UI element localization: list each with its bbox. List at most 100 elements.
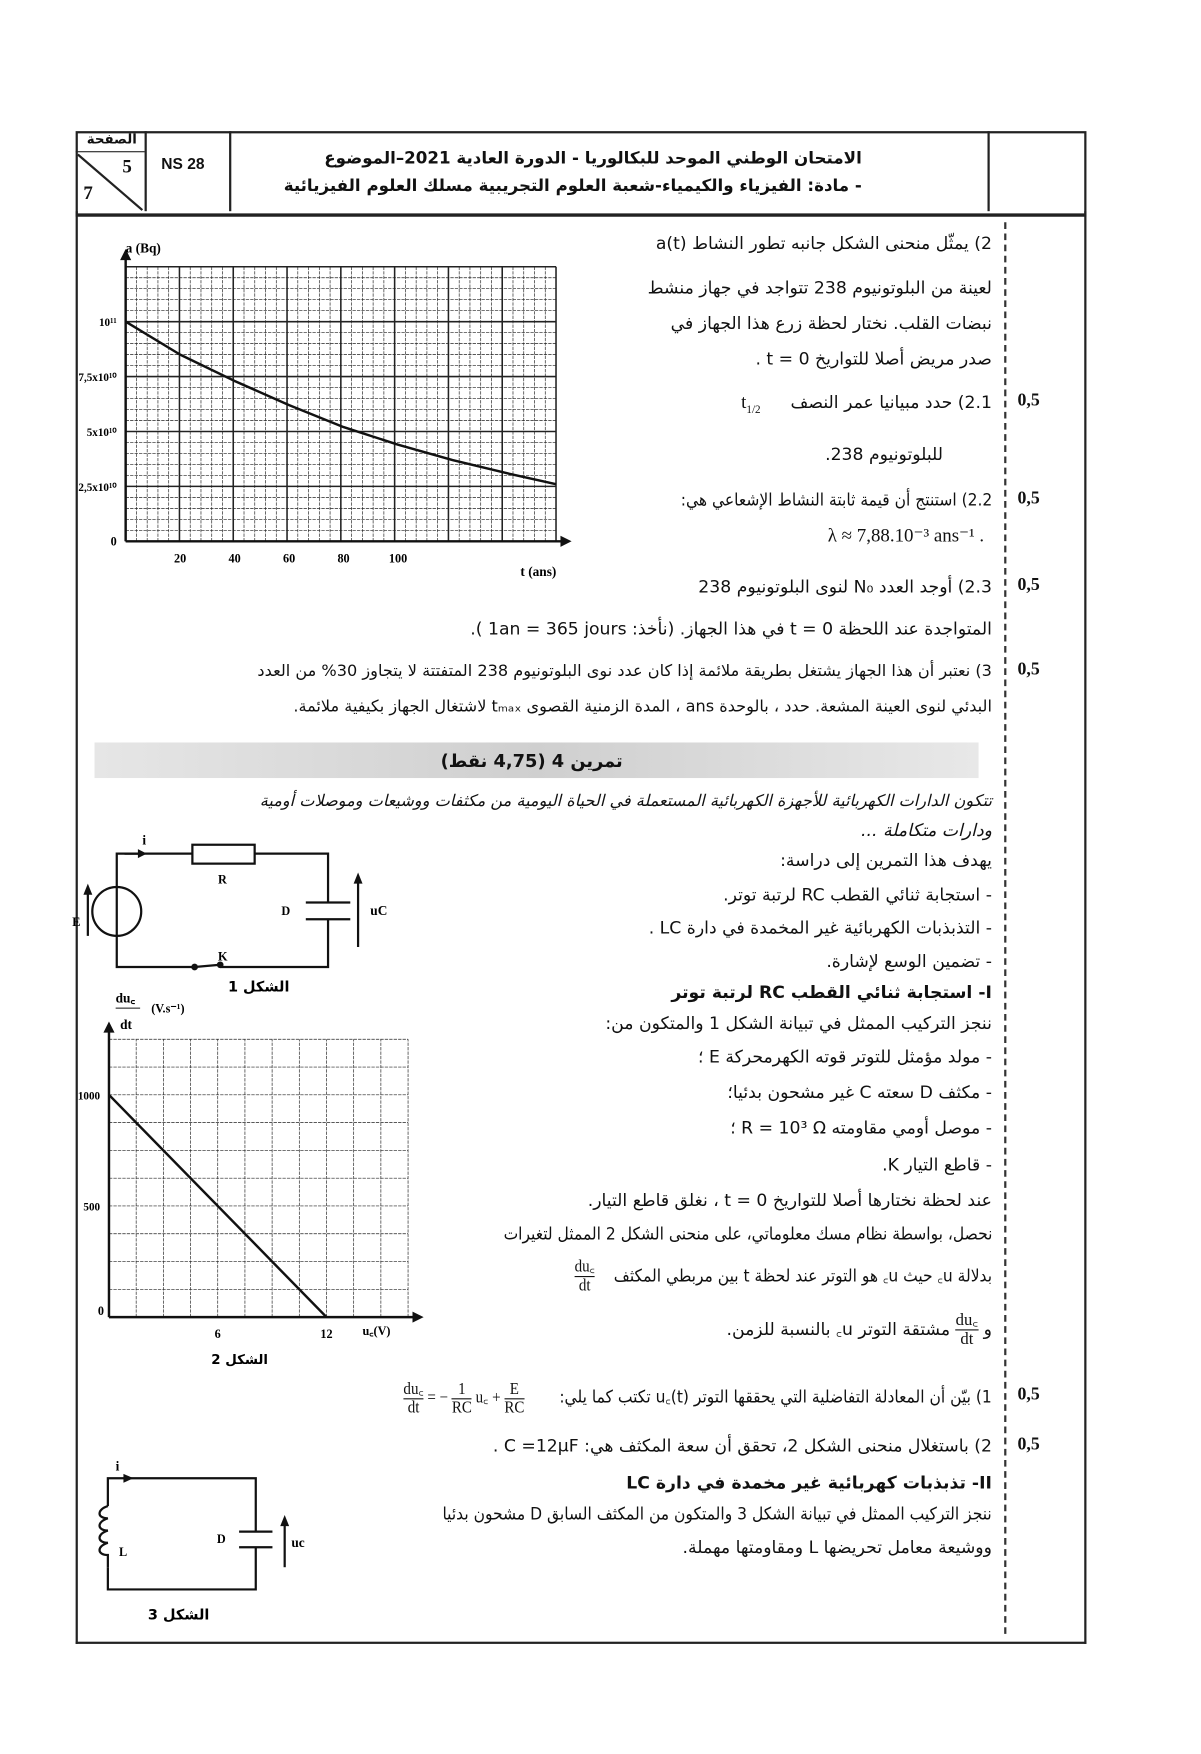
fig1-r-label: R [218, 873, 227, 887]
mark-q2-2: 0,5 [1017, 489, 1040, 508]
mark-q2: 0,5 [1017, 1434, 1040, 1454]
y-tick-label: 1000 [78, 1090, 101, 1102]
eq-lhs-den: dt [403, 1398, 424, 1417]
q2-1-line-2: للبلوتونيوم 238. [825, 444, 944, 465]
q2-1-text: 2.1) حدد مبيانيا عمر النصف [790, 392, 992, 413]
frac-num: du꜀ [955, 1311, 979, 1330]
t-subscript: 1/2 [746, 403, 761, 417]
fig2-caption: الشكل 2 [211, 1353, 268, 1368]
q2-line-4: صدر مريض أصلا للتواريخ t = 0 . [755, 349, 992, 370]
q2-2-line-1: 2.2) استنتج أن قيمة ثابتة النشاط الإشعاع… [680, 490, 992, 511]
title-line-1: الامتحان الوطني الموحد للبكالوريا - الدو… [324, 147, 862, 168]
eq-term2-num: E [509, 1380, 520, 1399]
x-tick-label: 20 [174, 551, 186, 565]
fig3-l-label: L [119, 1545, 127, 1559]
page-label: الصفحة [86, 131, 137, 147]
y-axis-label-den: dt [120, 1017, 132, 1032]
eq-uc: u꜀ + [475, 1389, 501, 1408]
component-item: - مكثف D سعته C غير مشحون بدئيا؛ [727, 1082, 992, 1103]
component-item: - مولد مؤمثل للتوتر قوته الكهرمحركة E ؛ [698, 1047, 992, 1068]
function-of-line: بدلالة u꜀ حيث u꜀ هو التوتر عند لحظة t بي… [574, 1254, 992, 1298]
close-switch-line: عند لحظة نختارها أصلا للتواريخ t = 0 ، ن… [587, 1190, 992, 1211]
activity-chart: 20 40 60 80 100 2,5x10¹⁰ 5x10¹⁰ 7,5x10¹⁰ 10¹¹ a (… [78, 240, 572, 579]
eq-term1: 1 RC [451, 1380, 473, 1418]
title-line-2: - مادة: الفيزياء والكيمياء-شعبة العلوم ا… [283, 175, 862, 196]
q2-1-line-1: 2.1) حدد مبيانيا عمر النصف t1/2 [741, 390, 992, 423]
function-of-text: بدلالة u꜀ حيث u꜀ هو التوتر عند لحظة t بي… [613, 1265, 992, 1287]
fig3-caption: الشكل 3 [148, 1607, 209, 1623]
component-item: - موصل أومي مقاومته R = 10³ Ω ؛ [730, 1118, 992, 1139]
aim-item: - التذبذبات الكهربائية غير المخمدة في دا… [648, 918, 992, 939]
figure-3-markers [123, 1473, 290, 1527]
part-1-setup: ننجز التركيب الممثل في تبيانة الشكل 1 وا… [605, 1013, 992, 1034]
circuit-wire [115, 852, 193, 887]
x-axis-label: t (ans) [520, 564, 556, 579]
page-diagonal [77, 153, 144, 211]
x-tick-label: 6 [215, 1327, 221, 1341]
and-text: و [983, 1319, 992, 1340]
x-tick-label: 60 [283, 551, 295, 565]
y-tick-label: 10¹¹ [99, 317, 117, 329]
circuit-wire [115, 935, 195, 969]
differential-equation: du꜀ dt = − 1 RC u꜀ + E RC [403, 1375, 525, 1422]
q3-line-2: البدئي لنوى العينة المشعة. حدد ، بالوحدة… [293, 698, 992, 716]
t-symbol: t [741, 391, 747, 413]
x-axis-arrow [412, 1311, 424, 1323]
page-total: 7 [83, 182, 93, 204]
eq-lhs: du꜀ dt [403, 1381, 424, 1418]
switch-k [194, 963, 221, 969]
frac-den: dt [955, 1329, 979, 1348]
y-tick-label: 5x10¹⁰ [87, 427, 118, 439]
q2-3-line-2: المتواجدة عند اللحظة t = 0 في هذا الجهاز… [470, 619, 992, 640]
fig1-i-label: i [142, 833, 146, 848]
exercise-banner [94, 742, 979, 779]
y-axis-label-unit: (V.s⁻¹) [151, 1002, 184, 1016]
fig3-i-label: i [116, 1459, 120, 1474]
derivative-fraction: du꜀ dt [955, 1311, 979, 1348]
component-item: - قاطع التيار K. [882, 1154, 992, 1175]
aim-item: - تضمين الوسع لإشارة. [826, 951, 992, 972]
y-tick-label: 500 [83, 1201, 100, 1213]
y-axis-arrow [120, 248, 132, 261]
derivative-fraction: du꜀ dt [574, 1258, 595, 1295]
q1-line: 1) بيّن أن المعادلة التفاضلية التي يحققه… [403, 1374, 992, 1422]
eq-term2-den: RC [504, 1398, 525, 1418]
blank-cell [987, 131, 990, 212]
mark-q1: 0,5 [1017, 1384, 1040, 1404]
q3-line-1: 3) نعتبر أن هذا الجهاز يشتغل بطريقة ملائ… [257, 662, 992, 681]
frac-den: dt [574, 1276, 595, 1295]
header-frame [75, 131, 1087, 217]
fig1-k-label: K [218, 949, 228, 963]
fig1-e-label: E [72, 915, 80, 929]
mark-q2-3: 0,5 [1017, 575, 1040, 595]
y-tick-label: 7,5x10¹⁰ [78, 372, 117, 384]
derivative-chart: 6 12 500 1000 0 du꜀ dt (V.s⁻¹) u꜀(V) الشكل 2 [78, 991, 424, 1368]
figure-1-circuit [86, 843, 360, 969]
eq-minus: = − [427, 1389, 449, 1408]
page-current: 5 [122, 155, 132, 177]
half-life-symbol: t1/2 [741, 391, 760, 416]
fig3-d-label: D [217, 1532, 226, 1546]
exercise-4-title: تمرين 4 (4,75 نقط) [440, 750, 623, 772]
x-axis-arrow [560, 535, 572, 547]
q2-line-3: نبضات القلب. نختار لحظة زرع هذا الجهاز ف… [670, 313, 992, 334]
q1-text: 1) بيّن أن المعادلة التفاضلية التي يحققه… [559, 1387, 992, 1408]
y-tick-label: 2,5x10¹⁰ [78, 482, 117, 494]
intro-line-1: تتكون الدارات الكهربائية للأجهزة الكهربا… [259, 792, 992, 811]
frac-num: du꜀ [574, 1258, 595, 1277]
fig1-caption: الشكل 1 [228, 979, 289, 995]
q2-3-line-1: 2.3) أوجد العدد N₀ لنوى البلوتونيوم 238 [698, 576, 992, 597]
curve-line: نحصل، بواسطة نظام مسك معلوماتي، على منحن… [503, 1223, 992, 1244]
resistor [191, 843, 256, 865]
y-axis-label: a (Bq) [126, 240, 161, 255]
exam-code: NS 28 [161, 154, 205, 173]
derivative-line: و du꜀ dt مشتقة التوتر u꜀ بالنسبة للزمن. [726, 1307, 991, 1351]
fig3-uc-label: uc [291, 1535, 304, 1550]
decay-constant: λ ≈ 7,88.10⁻³ ans⁻¹ . [827, 524, 985, 546]
circuit-wire [106, 1477, 257, 1532]
data-series-line [108, 1093, 328, 1318]
eq-term1-num: 1 [458, 1380, 466, 1399]
origin-label: 0 [98, 1304, 104, 1318]
marks-separator [1004, 222, 1007, 1634]
